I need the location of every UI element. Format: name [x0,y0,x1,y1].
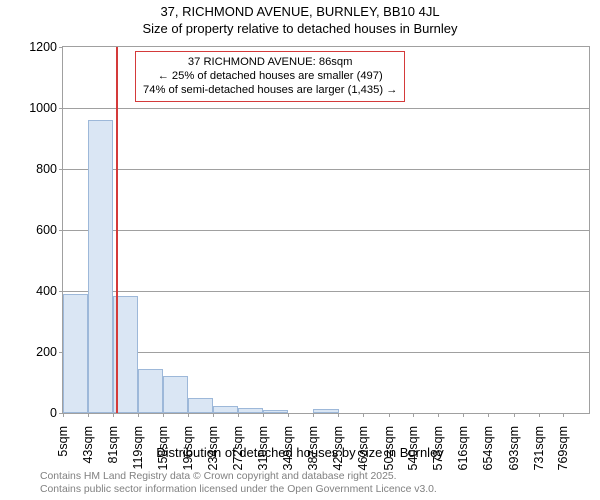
callout-box: 37 RICHMOND AVENUE: 86sqm← 25% of detach… [135,51,405,102]
xtick-mark [113,413,114,417]
chart-title: 37, RICHMOND AVENUE, BURNLEY, BB10 4JL [0,4,600,19]
histogram-bar [238,408,263,413]
xtick-mark [438,413,439,417]
xtick-mark [288,413,289,417]
xtick-mark [138,413,139,417]
gridline [63,108,589,109]
histogram-bar [138,369,163,413]
histogram-bar [263,410,288,413]
xtick-mark [88,413,89,417]
histogram-bar [163,376,188,413]
histogram-bar [213,406,238,413]
histogram-bar [188,398,213,413]
credits-line-2: Contains public sector information licen… [40,483,437,496]
gridline [63,291,589,292]
chart-credits: Contains HM Land Registry data © Crown c… [40,470,437,496]
histogram-bar [88,120,113,413]
ytick-mark [59,47,63,48]
highlight-marker-line [116,47,118,413]
xtick-mark [463,413,464,417]
xtick-mark [263,413,264,417]
xtick-mark [338,413,339,417]
gridline [63,169,589,170]
xtick-mark [539,413,540,417]
xtick-mark [514,413,515,417]
xtick-mark [213,413,214,417]
xtick-mark [363,413,364,417]
x-axis-label: Distribution of detached houses by size … [0,445,600,460]
credits-line-1: Contains HM Land Registry data © Crown c… [40,470,437,483]
xtick-mark [188,413,189,417]
histogram-bar [313,409,338,413]
ytick-mark [59,291,63,292]
xtick-mark [163,413,164,417]
chart-subtitle: Size of property relative to detached ho… [0,21,600,36]
xtick-mark [313,413,314,417]
xtick-mark [413,413,414,417]
callout-line-2: ← 25% of detached houses are smaller (49… [143,69,397,83]
ytick-mark [59,230,63,231]
xtick-mark [389,413,390,417]
xtick-mark [563,413,564,417]
ytick-mark [59,169,63,170]
xtick-mark [238,413,239,417]
callout-line-3: 74% of semi-detached houses are larger (… [143,83,397,97]
ytick-mark [59,108,63,109]
callout-line-1: 37 RICHMOND AVENUE: 86sqm [143,55,397,69]
histogram-bar [63,294,88,413]
plot-area: 0200400600800100012005sqm43sqm81sqm119sq… [62,46,590,414]
gridline [63,352,589,353]
gridline [63,230,589,231]
xtick-mark [63,413,64,417]
xtick-mark [488,413,489,417]
